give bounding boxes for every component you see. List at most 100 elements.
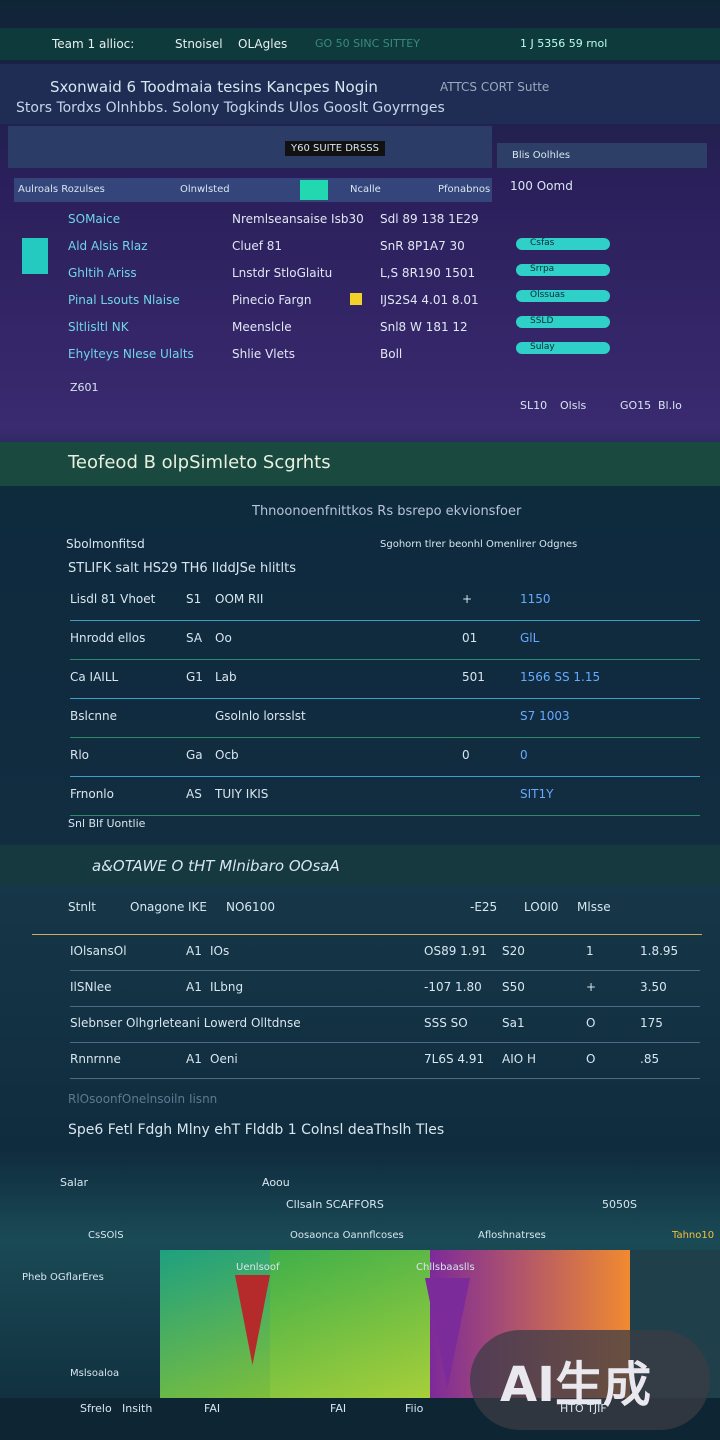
progress-label: SSLD: [530, 316, 554, 326]
side-header: 100 Oomd: [510, 179, 573, 193]
table-cell: Frnonlo: [70, 787, 114, 801]
table-cell: 0: [520, 748, 528, 762]
table-cell: L,S 8R190 1501: [380, 266, 476, 280]
column-header: Ncalle: [350, 184, 381, 195]
table-cell: AS: [186, 787, 202, 801]
table-cell: Meenslcle: [232, 320, 292, 334]
table-cell: OOM RII: [215, 592, 264, 606]
table-cell: Pinal Lsouts Nlaise: [68, 293, 180, 307]
table-cell: IlSNlee: [70, 980, 112, 994]
table-cell: Ocb: [215, 748, 239, 762]
status-dot: [350, 293, 362, 305]
table-cell: Oeni: [210, 1052, 238, 1066]
progress-label: Srrpa: [530, 264, 555, 274]
chart-label: Mslsoaloa: [70, 1368, 120, 1379]
column-header: Onagone: [130, 900, 185, 914]
divider: [70, 737, 700, 738]
table-cell: Lisdl 81 Vhoet: [70, 592, 156, 606]
header-tag: ATTCS CORT Sutte: [440, 80, 550, 94]
table-cell: Bslcnne: [70, 709, 118, 723]
chart-label: 5050S: [602, 1198, 637, 1211]
table-cell: A1: [186, 944, 202, 958]
table-cell: Boll: [380, 347, 403, 361]
table-cell: A1: [186, 980, 202, 994]
table-cell: 1.8.95: [640, 944, 679, 958]
table-cell: SSS SO: [424, 1016, 468, 1030]
table-cell: 0: [462, 748, 470, 762]
table-cell: Ghltih Ariss: [68, 266, 137, 280]
header-bg: [0, 64, 720, 124]
table-cell: IOs: [210, 944, 230, 958]
table-cell: Lab: [215, 670, 237, 684]
table-cell: Gsolnlo lorsslst: [215, 709, 306, 723]
table-cell: A1: [186, 1052, 202, 1066]
table-cell: SA: [186, 631, 203, 645]
table-cell: Nremlseansaise Isb30: [232, 212, 364, 226]
chart-label: Tahno10: [672, 1230, 715, 1241]
progress-bar: [516, 290, 610, 302]
table-cell: Lnstdr StloGlaitu: [232, 266, 333, 280]
top-bar: [0, 28, 720, 60]
footer-value: SL10: [520, 399, 548, 412]
header-title: Sxonwaid 6 Toodmaia tesins Kancpes Nogin: [50, 78, 378, 96]
header-subtitle: Stors Tordxs Olnhbbs. Solony Togkinds Ul…: [16, 100, 445, 116]
progress-label: Sulay: [530, 342, 555, 352]
footer-item: Fiio: [405, 1402, 424, 1415]
table-cell: Oo: [215, 631, 232, 645]
chart-label: Afloshnatrses: [478, 1230, 546, 1241]
side-panel: [497, 143, 707, 168]
divider: [70, 1042, 700, 1043]
watermark: AI生成: [500, 1357, 652, 1413]
table-header-bg: [14, 178, 492, 202]
footer-value: GO15: [620, 399, 652, 412]
table-cell: ILbng: [210, 980, 244, 994]
table-cell: Rnnrnne: [70, 1052, 121, 1066]
table-cell: +: [586, 980, 597, 994]
watermark-bg: [470, 1330, 710, 1430]
divider: [32, 934, 702, 935]
table-cell: Slebnser Olhgrleteani Lowerd Olltdnse: [70, 1016, 301, 1030]
table-footer: Snl Blf Uontlie: [68, 817, 146, 830]
chart-label: Salar: [60, 1176, 89, 1189]
chart-label: CsSOlS: [88, 1230, 124, 1241]
progress-label: Csfas: [530, 238, 555, 248]
table-cell: 1: [586, 944, 594, 958]
nav-item: Team 1 allioc:: [52, 37, 135, 51]
table-cell: SIT1Y: [520, 787, 554, 801]
divider: [70, 815, 700, 816]
divider: [70, 970, 700, 971]
table-note: RlOsoonfOnelnsoiln Iisnn: [68, 1092, 218, 1106]
chart-label: Uenlsoof: [236, 1262, 280, 1273]
table-cell: Hnrodd ellos: [70, 631, 146, 645]
table-cell: TUIY IKIS: [215, 787, 269, 801]
column-header: Pfonabnos: [438, 184, 491, 195]
table-title: Thnoonoenfnittkos Rs bsrepo ekvionsfoer: [252, 504, 522, 519]
table-cell: Ca IAILL: [70, 670, 119, 684]
table-subtitle: Sbolmonfitsd: [66, 537, 145, 551]
table-cell: O: [586, 1052, 596, 1066]
nav-item: GO 50 SINC SITTEY: [315, 37, 420, 50]
table-cell: 501: [462, 670, 485, 684]
chart-label: Oosaonca Oannflcoses: [290, 1230, 404, 1241]
divider: [70, 1006, 700, 1007]
table-cell: Rlo: [70, 748, 90, 762]
table-cell: -107 1.80: [424, 980, 482, 994]
table-cell: 01: [462, 631, 478, 645]
table-cell: 3.50: [640, 980, 667, 994]
table-headline: STLIFK salt HS29 TH6 IlddJSe hlitlts: [68, 561, 297, 576]
divider: [70, 698, 700, 699]
column-header: LO0I0: [524, 900, 559, 914]
table-cell: Ga: [186, 748, 203, 762]
table-footer: Spe6 Fetl Fdgh Mlny ehT Flddb 1 Colnsl d…: [68, 1122, 445, 1138]
footer-item: Insith: [122, 1402, 153, 1415]
status-text: 1 J 5356 59 rnol: [520, 37, 608, 50]
chart-area-lime: [270, 1250, 430, 1400]
accent-block: [300, 180, 328, 200]
column-header: Mlsse: [577, 900, 611, 914]
side-title: Blis Oolhles: [512, 150, 571, 161]
column-header: Aulroals Rozulses: [18, 184, 105, 195]
progress-bar: [516, 316, 610, 328]
chart-label: Aoou: [262, 1176, 290, 1189]
footer-item: FAI: [204, 1402, 221, 1415]
section3-band: [0, 845, 720, 885]
